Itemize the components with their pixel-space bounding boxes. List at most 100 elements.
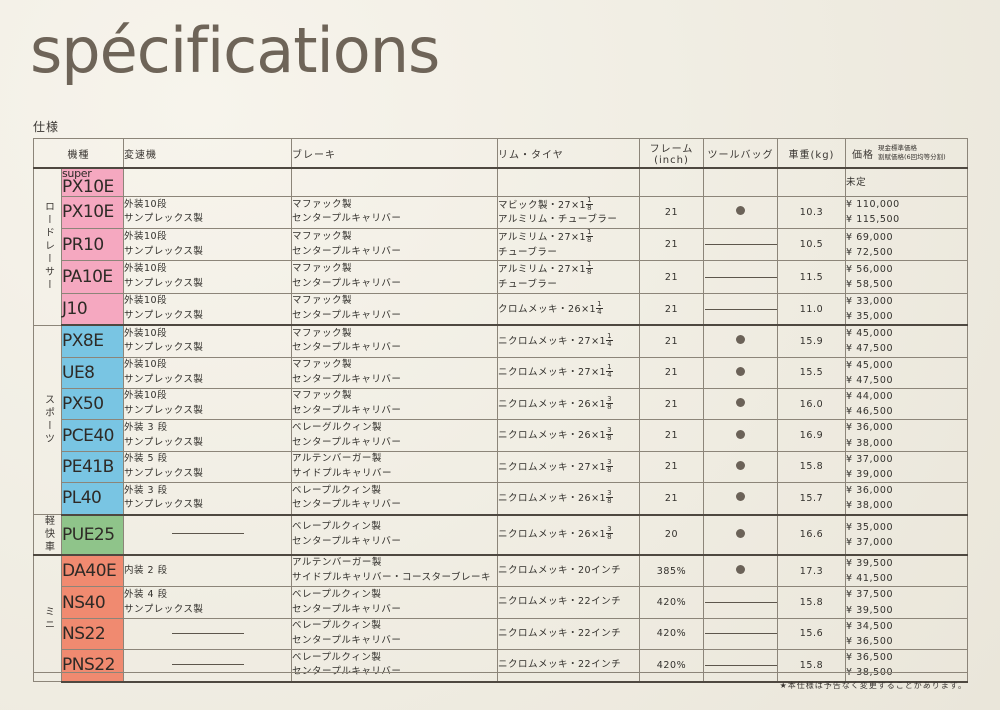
model-cell[interactable]: PR10 (61, 228, 124, 262)
derailleur-cell: 外装 4 段サンプレックス製 (123, 586, 292, 619)
derailleur-cell: 外装10段 サンプレックス製 (123, 260, 292, 294)
toolbag-cell (703, 292, 778, 327)
price-cell: 未定 (845, 166, 968, 197)
weight-cell (777, 166, 846, 197)
brake-cell (291, 166, 498, 197)
rim-tire-cell: ニクロムメッキ・26×1 3 8 (497, 482, 640, 516)
toolbag-cell (703, 450, 778, 484)
weight-cell: 11.0 (777, 292, 846, 327)
footnote: ★本仕様は予告なく変更することがあります。 (779, 681, 967, 690)
price-cell: ¥ 45,000 ¥ 47,500 (845, 324, 968, 358)
frame-cell: 21 (639, 228, 704, 262)
brake-cell: アルテンバーガー製 サイドプルキャリバー (291, 450, 498, 484)
model-cell[interactable]: PNS22 (61, 649, 124, 683)
table-row: 軽快車 PUE25 ベレープルクィン製 センタープルキャリバー ニクロムメッキ・26×1… (33, 514, 968, 557)
price-cell: ¥ 36,500¥ 38,500 (845, 649, 968, 683)
model-cell[interactable]: PUE25 (61, 514, 124, 557)
header-derailleur: 変速機 (123, 138, 292, 169)
weight-cell: 16.6 (777, 514, 846, 557)
model-cell[interactable]: super PX10E (61, 166, 124, 197)
derailleur-cell: 外装 3 段サンプレックス製 (123, 482, 292, 516)
model-cell[interactable]: NS40 (61, 586, 124, 619)
table-row: PL40 外装 3 段サンプレックス製 ベレープルクィン製 センタープルキャリバー ニク… (34, 482, 968, 516)
toolbag-cell (703, 617, 778, 651)
weight-cell: 10.3 (777, 195, 846, 230)
weight-cell: 15.5 (777, 356, 846, 390)
header-brake: ブレーキ (291, 138, 498, 169)
header-price-label: 価格 (852, 149, 874, 161)
derailleur-cell: 外装10段 サンプレックス製 (123, 324, 292, 358)
model-cell[interactable]: PX8E (61, 324, 124, 358)
frame-cell: 21 (639, 450, 704, 484)
category-label-mini: ミニ (33, 554, 62, 683)
table-row: PCE40 外装 3 段サンプレックス製 ベレーグルクィン製 センタープルキャリバーニ… (34, 419, 968, 452)
frame-cell: 21 (639, 292, 704, 327)
header-model: 機種 (33, 138, 124, 169)
header-price: 価格 現金標準価格 割賦価格(6回均等分割) (845, 138, 968, 169)
frame-cell: 21 (639, 388, 704, 421)
header-weight: 車重(kg) (777, 138, 846, 169)
price-cell: ¥ 39,500 ¥ 41,500 (845, 554, 968, 588)
table-row: UE8 外装10段 サンプレックス製 マファック製 センタープルキャリバー ニクロムメッキ… (34, 356, 968, 390)
model-cell[interactable]: DA40E (61, 554, 124, 588)
weight-cell: 16.0 (777, 388, 846, 421)
frame-cell: 21 (639, 356, 704, 390)
price-cell: ¥ 35,000 ¥ 37,000 (845, 514, 968, 557)
brake-cell: ベレープルクィン製 センタープルキャリバー (291, 586, 498, 619)
table-header: 機種 変速機 ブレーキ リム・タイヤ フレーム(inch) ツールバッグ 車重(… (33, 138, 968, 169)
price-cell: ¥ 37,000 ¥ 39,000 (845, 450, 968, 484)
derailleur-cell: 外装10段 サンプレックス製 (123, 292, 292, 327)
derailleur-cell (123, 649, 292, 683)
model-cell[interactable]: PX50 (61, 388, 124, 421)
header-price-installment: 割賦価格(6回均等分割) (878, 153, 946, 161)
price-cell: ¥ 69,000 ¥ 72,500 (845, 228, 968, 262)
frame-cell: 420% (639, 586, 704, 619)
header-price-cash: 現金標準価格 (878, 144, 917, 153)
table-row: PE41B 外装 5 段サンプレックス製 アルテンバーガー製 サイドプルキャリバー ニク… (34, 450, 968, 484)
weight-cell: 16.9 (777, 419, 846, 452)
model-cell[interactable]: J10 (61, 292, 124, 327)
table-row: NS40 外装 4 段サンプレックス製 ベレープルクィン製 センタープルキャリバー ニク… (34, 586, 968, 619)
derailleur-cell: 外装 5 段サンプレックス製 (123, 450, 292, 484)
brake-cell: マファック製 センタープルキャリバー (291, 292, 498, 327)
frame-cell: 21 (639, 419, 704, 452)
price-cell: ¥ 34,500 ¥ 36,500 (845, 617, 968, 651)
footer-rule (33, 672, 967, 673)
frame-cell: 385% (639, 554, 704, 588)
table-row: ミニ DA40E 内装 2 段アルテンバーガー製 サイドプルキャリバー・コースターブレ… (33, 554, 968, 683)
rim-tire-cell: アルミリム・27×1 1 8 チューブラー (497, 228, 640, 262)
weight-cell: 17.3 (777, 554, 846, 588)
model-cell[interactable]: NS22 (61, 617, 124, 651)
model-cell[interactable]: PA10E (61, 260, 124, 294)
derailleur-cell (123, 514, 292, 557)
table-body: ロードレーサー super PX10E 未定 PX10E 外装10段 サンプレックス製 マファ… (33, 166, 968, 683)
model-cell[interactable]: UE8 (61, 356, 124, 390)
frame-cell (639, 166, 704, 197)
rim-tire-cell: ニクロムメッキ・26×1 3 8 (497, 419, 640, 452)
frame-cell: 21 (639, 482, 704, 516)
toolbag-cell (703, 324, 778, 358)
rim-tire-cell: ニクロムメッキ・26×1 3 8 (497, 514, 640, 557)
price-cell: ¥ 110,000 ¥ 115,500 (845, 195, 968, 230)
model-cell[interactable]: PL40 (61, 482, 124, 516)
weight-cell: 10.5 (777, 228, 846, 262)
weight-cell: 15.8 (777, 450, 846, 484)
weight-cell: 15.6 (777, 617, 846, 651)
table-row: PX50 外装10段 サンプレックス製 マファック製 センタープルキャリバー ニクロムメッ… (34, 388, 968, 421)
toolbag-cell (703, 260, 778, 294)
model-cell[interactable]: PE41B (61, 450, 124, 484)
page-title: spécifications (30, 14, 440, 87)
derailleur-cell: 外装10段 サンプレックス製 (123, 388, 292, 421)
header-frame: フレーム(inch) (639, 138, 704, 169)
brake-cell: マファック製 センタープルキャリバー (291, 388, 498, 421)
toolbag-cell (703, 166, 778, 197)
rim-tire-cell (497, 166, 640, 197)
model-cell[interactable]: PCE40 (61, 419, 124, 452)
table-row: J10 外装10段 サンプレックス製 マファック製 センタープルキャリバー クロムメッキ・… (34, 292, 968, 327)
brake-cell: ベレープルクィン製 センタープルキャリバー (291, 514, 498, 557)
table-row: NS22 ベレープルクィン製 センタープルキャリバー ニクロムメッキ・22インチ 420… (34, 617, 968, 651)
price-cell: ¥ 33,000 ¥ 35,000 (845, 292, 968, 327)
brake-cell: マファック製 センタープルキャリバー (291, 195, 498, 230)
model-cell[interactable]: PX10E (61, 195, 124, 230)
